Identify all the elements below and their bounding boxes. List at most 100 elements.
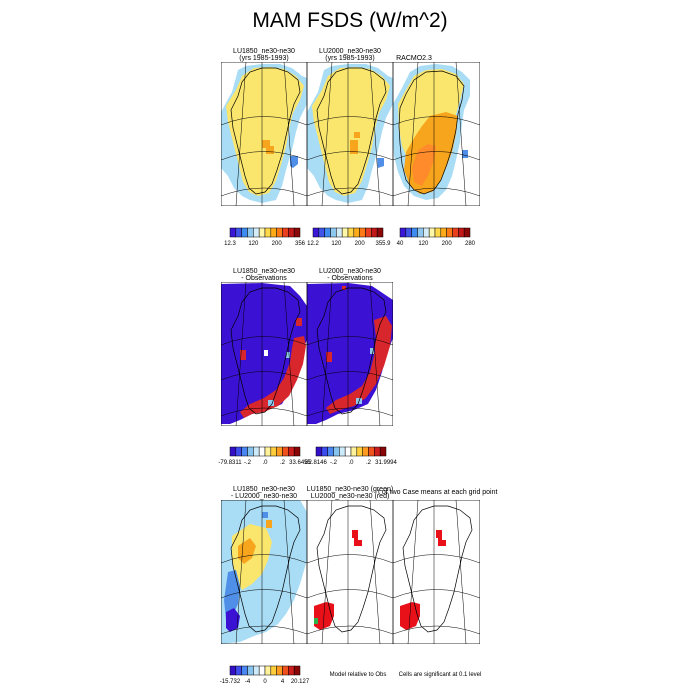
colorbar-box: [247, 446, 254, 457]
colorbar-box: [247, 227, 254, 238]
colorbar-box: [235, 446, 242, 457]
map-panel-r2c2: [307, 282, 393, 426]
colorbar-box: [423, 227, 430, 238]
colorbar-box: [452, 227, 459, 238]
colorbar-tick-label: 4: [281, 679, 285, 685]
colorbar-box: [264, 446, 272, 457]
colorbar-box: [258, 665, 266, 676]
white-near-zero-cells: [264, 350, 268, 356]
longitude-lines: [321, 62, 381, 206]
colorbar-box: [229, 227, 237, 238]
colorbar-tick-label: 356: [295, 241, 306, 247]
colorbar-box: [253, 665, 260, 676]
greenland-coastline: [398, 70, 465, 195]
colorbar-tick-label: 200: [355, 241, 366, 247]
colorbar-box: [293, 665, 301, 676]
colorbar-box: [428, 227, 436, 238]
colorbar-r2c2: 82.8146 -.2 .0 .2 31.9994: [305, 446, 398, 466]
colorbar-tick-label: 20.127: [291, 679, 310, 685]
panel-subtitle-r2c2: - Observations: [327, 275, 373, 282]
colorbar-box: [368, 446, 375, 457]
colorbar-tick-label: -15.732: [220, 679, 241, 685]
ice-sheet-cells: [226, 67, 304, 196]
colorbar-tick-label: 31.9994: [375, 460, 397, 466]
colorbar-box: [318, 227, 325, 238]
map-panel-r2c1: [221, 282, 307, 426]
colorbar-box: [330, 227, 337, 238]
longitude-lines: [235, 62, 295, 206]
positive-bias-cells: [240, 318, 306, 418]
latitude-lines: [307, 554, 393, 635]
colorbar-tick-label: 280: [465, 241, 476, 247]
coast-patch-blue: [290, 156, 298, 168]
colorbar-box: [458, 227, 465, 238]
deep-orange-cells: [412, 144, 436, 186]
colorbar-box: [347, 227, 355, 238]
colorbar-tick-label: 82.8146: [305, 460, 327, 466]
colorbar-tick-label: 33.6455: [289, 460, 311, 466]
negative-blue-cells: [224, 512, 268, 620]
colorbar-r1c2: 12.2 120 200 355.9: [307, 227, 391, 247]
map-panel-r1c1: [221, 62, 307, 206]
panel-subtitle-r3c2: LU2000_ne30-ne30 (red): [311, 493, 390, 500]
colorbar-tick-label: -79.8311: [218, 460, 242, 466]
greenland-coastline: [402, 505, 473, 633]
colorbar-box: [315, 446, 323, 457]
colorbar-tick-label: .0: [348, 460, 354, 466]
longitude-lines: [321, 282, 381, 426]
colorbar-tick-label: 120: [331, 241, 342, 247]
colorbar-tick-label: .0: [262, 460, 268, 466]
map-panel-r3c3: [393, 500, 480, 644]
note-significance: Cells are significant at 0.1 level: [399, 672, 482, 678]
panel-subtitle-r1c1: (yrs 1985-1993): [239, 55, 288, 62]
panel-title-r2c1: LU1850_ne30-ne30: [233, 268, 295, 275]
longitude-lines: [235, 282, 295, 426]
colorbar-tick-label: 40: [397, 241, 404, 247]
greenland-coastline: [230, 505, 301, 633]
colorbar-box: [440, 227, 447, 238]
greenland-coastline: [316, 505, 387, 633]
longitude-lines: [407, 500, 467, 644]
colorbar-box: [365, 227, 372, 238]
colorbar-box: [350, 446, 358, 457]
colorbar-box: [241, 665, 248, 676]
latitude-lines: [307, 336, 393, 417]
colorbar-tick-label: -4: [245, 679, 251, 685]
latitude-lines: [393, 116, 480, 197]
colorbar-box: [270, 446, 277, 457]
longitude-lines: [235, 500, 295, 644]
colorbar-tick-label: 12.3: [224, 241, 236, 247]
colorbar-box: [463, 227, 471, 238]
colorbar-tick-label: 200: [442, 241, 453, 247]
longitude-lines: [407, 62, 467, 206]
colorbar-box: [371, 227, 378, 238]
colorbar-box: [293, 446, 301, 457]
latitude-lines: [221, 554, 307, 635]
greenland-coastline: [316, 287, 387, 415]
colorbar-tick-label: 120: [248, 241, 259, 247]
coast-patch-blue: [462, 150, 468, 158]
panel-title-r2c2: LU2000_ne30-ne30: [319, 268, 381, 275]
colorbar-tick-label: 0: [263, 679, 267, 685]
panel-subtitle-r3c1: - LU2000_ne30-ne30: [231, 493, 297, 500]
colorbar-box: [276, 227, 283, 238]
latitude-lines: [307, 116, 393, 197]
colorbar-box: [247, 665, 254, 676]
colorbar-box: [353, 227, 360, 238]
note-model-relative: Model relative to Obs: [330, 672, 387, 678]
significant-red-cells: [400, 530, 446, 630]
colorbar-box: [258, 227, 266, 238]
mixed-coast-cells: [268, 352, 290, 406]
greenland-coastline: [230, 287, 301, 415]
colorbar-box: [264, 665, 272, 676]
colorbar-box: [270, 227, 277, 238]
colorbar-box: [253, 446, 260, 457]
map-panel-r1c3: [393, 62, 480, 206]
colorbar-tick-label: -.2: [244, 460, 252, 466]
ice-sheet-cells: [312, 67, 390, 196]
colorbar-box: [276, 665, 283, 676]
map-panel-r3c2: [307, 500, 393, 644]
colorbar-tick-label: 12.2: [307, 241, 319, 247]
